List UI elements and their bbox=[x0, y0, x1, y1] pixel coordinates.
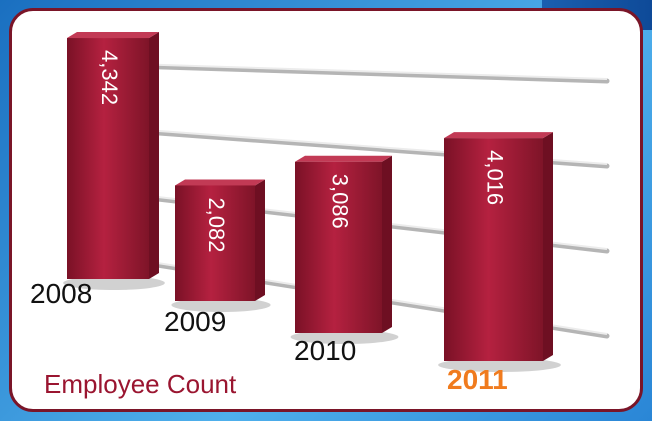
bar-shadow bbox=[171, 298, 271, 312]
bar-2011 bbox=[444, 138, 543, 361]
bar-side bbox=[382, 155, 392, 333]
bar-shadow bbox=[63, 276, 165, 290]
bar-side bbox=[255, 179, 265, 301]
bar-2009 bbox=[175, 185, 255, 301]
year-label-2011: 2011 bbox=[447, 364, 508, 395]
labels: 4,342 2,082 3,086 4,016 2008 2009 2010 2011 bbox=[30, 50, 508, 395]
chart-caption: Employee Count bbox=[44, 369, 237, 399]
year-label-2010: 2010 bbox=[294, 335, 356, 366]
grid-line-highlight bbox=[131, 63, 608, 80]
bar-shadow bbox=[290, 330, 399, 344]
chart-panel: 4,342 2,082 3,086 4,016 2008 2009 2010 2011 Emp… bbox=[9, 8, 643, 412]
bar-side bbox=[543, 132, 553, 361]
bars bbox=[63, 32, 561, 372]
bar-top bbox=[67, 32, 159, 39]
value-label-2009: 2,082 bbox=[204, 197, 229, 252]
year-label-2009: 2009 bbox=[164, 306, 226, 337]
value-label-2011: 4,016 bbox=[483, 150, 508, 205]
grid-line bbox=[129, 63, 610, 84]
bar-top bbox=[444, 132, 553, 139]
bar-top bbox=[175, 179, 265, 186]
bar-top bbox=[295, 155, 392, 162]
bar-chart: 4,342 2,082 3,086 4,016 2008 2009 2010 2011 Emp… bbox=[30, 32, 610, 399]
value-label-2008: 4,342 bbox=[97, 50, 122, 105]
bar-2008 bbox=[67, 38, 149, 279]
year-label-2008: 2008 bbox=[30, 278, 92, 309]
value-label-2010: 3,086 bbox=[328, 174, 353, 229]
bar-shadow bbox=[438, 358, 561, 372]
bar-2010 bbox=[295, 161, 382, 333]
bar-side bbox=[149, 32, 159, 279]
